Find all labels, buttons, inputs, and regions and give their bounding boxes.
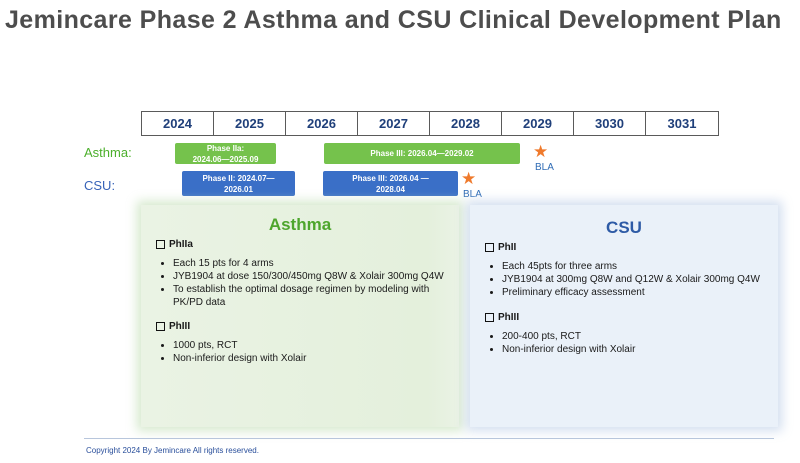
asthma-phase-iii-bar: Phase III: 2026.04—2029.02 xyxy=(324,143,520,164)
list-item: JYB1904 at dose 150/300/450mg Q8W & Xola… xyxy=(173,271,445,284)
year-cell: 2025 xyxy=(214,112,286,135)
copyright-text: Copyright 2024 By Jemincare All rights r… xyxy=(86,446,259,455)
list-item: To establish the optimal dosage regimen … xyxy=(173,284,445,309)
page-title: Jemincare Phase 2 Asthma and CSU Clinica… xyxy=(5,6,782,34)
bar-label: Phase II: 2024.07— xyxy=(202,173,275,183)
checkbox-icon xyxy=(485,312,494,322)
list-item: Each 45pts for three arms xyxy=(502,261,764,274)
list-item: 1000 pts, RCT xyxy=(173,340,445,353)
bla-label: BLA xyxy=(463,189,482,200)
asthma-row-label: Asthma: xyxy=(84,145,132,160)
list-item: Non-inferior design with Xolair xyxy=(502,344,764,357)
checkbox-icon xyxy=(485,243,494,252)
list-item: JYB1904 at 300mg Q8W and Q12W & Xolair 3… xyxy=(502,274,764,287)
list-item: Each 15 pts for 4 arms xyxy=(173,258,445,271)
asthma-phase-iia-bar: Phase IIa: 2024.06—2025.09 xyxy=(175,143,276,164)
year-cell: 2026 xyxy=(286,112,358,135)
phase-heading: PhIII xyxy=(156,321,445,332)
list-item: Non-inferior design with Xolair xyxy=(173,353,445,366)
asthma-panel-title: Asthma xyxy=(268,215,332,234)
year-cell: 2028 xyxy=(430,112,502,135)
csu-panel: CSU PhII Each 45pts for three arms JYB19… xyxy=(470,205,778,427)
bar-label: Phase IIa: xyxy=(206,143,245,153)
year-timeline: 2024 2025 2026 2027 2028 2029 3030 3031 xyxy=(141,111,719,136)
phase-label: PhII xyxy=(498,242,517,253)
bar-label: Phase III: 2026.04 — xyxy=(352,173,429,183)
phase-bullet-list: Each 15 pts for 4 arms JYB1904 at dose 1… xyxy=(155,258,445,309)
bar-label: Phase III: 2026.04—2029.02 xyxy=(370,149,474,158)
year-cell: 3030 xyxy=(574,112,646,135)
phase-bullet-list: Each 45pts for three arms JYB1904 at 300… xyxy=(484,261,764,300)
bla-star-icon: ★ xyxy=(533,142,549,161)
year-cell: 3031 xyxy=(667,116,697,131)
phase-label: PhIII xyxy=(169,321,191,332)
bar-label: 2026.01 xyxy=(224,184,253,194)
asthma-panel: Asthma PhIIa Each 15 pts for 4 arms JYB1… xyxy=(141,205,459,427)
year-cell: 2029 xyxy=(502,112,574,135)
phase-heading: PhII xyxy=(485,242,764,253)
csu-phase-ii-bar: Phase II: 2024.07— 2026.01 xyxy=(182,171,295,196)
footer-divider xyxy=(84,438,774,439)
phase-bullet-list: 1000 pts, RCT Non-inferior design with X… xyxy=(155,340,445,366)
year-cell: 2024 xyxy=(142,112,214,135)
phase-bullet-list: 200-400 pts, RCT Non-inferior design wit… xyxy=(484,331,764,357)
list-item: Preliminary efficacy assessment xyxy=(502,287,764,300)
checkbox-icon xyxy=(156,240,165,249)
csu-panel-title: CSU xyxy=(606,218,642,237)
checkbox-icon xyxy=(156,322,165,331)
bar-label: 2024.06—2025.09 xyxy=(192,154,259,164)
phase-heading: PhIII xyxy=(485,312,764,323)
bla-star-icon: ★ xyxy=(461,169,477,188)
phase-label: PhIIa xyxy=(169,239,193,250)
phase-label: PhIII xyxy=(498,311,520,323)
bla-label: BLA xyxy=(535,162,554,173)
csu-phase-iii-bar: Phase III: 2026.04 — 2028.04 xyxy=(323,171,458,196)
csu-row-label: CSU: xyxy=(84,178,116,193)
list-item: 200-400 pts, RCT xyxy=(502,331,764,344)
phase-heading: PhIIa xyxy=(156,239,445,250)
year-cell: 2027 xyxy=(358,112,430,135)
bar-label: 2028.04 xyxy=(376,184,405,194)
